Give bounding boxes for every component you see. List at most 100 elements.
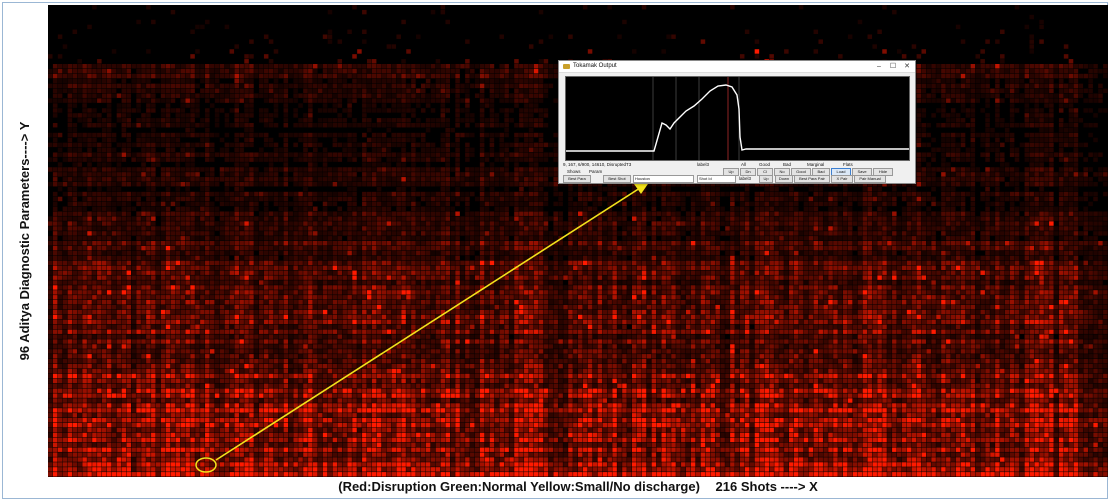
heatmap-cell xyxy=(185,64,190,69)
heatmap-cell xyxy=(303,142,308,148)
heatmap-cell xyxy=(224,132,230,138)
heatmap-cell xyxy=(396,201,401,207)
heatmap-cell xyxy=(293,108,298,113)
heatmap-cell xyxy=(690,196,696,202)
heatmap-cell xyxy=(322,103,328,108)
heatmap-cell xyxy=(249,152,254,157)
heatmap-cell xyxy=(1000,59,1005,64)
heatmap-cell xyxy=(317,98,323,103)
heatmap-cell xyxy=(151,64,156,69)
heatmap-cell xyxy=(165,113,171,118)
heatmap-cell xyxy=(533,147,539,153)
heatmap-cell xyxy=(205,132,210,138)
heatmap-cell xyxy=(185,177,190,182)
heatmap-cell xyxy=(244,172,249,177)
heatmap-cell xyxy=(563,182,568,187)
heatmap-cell xyxy=(504,142,509,148)
heatmap-cell xyxy=(906,201,912,207)
heatmap-cell xyxy=(941,152,946,157)
heatmap-cell xyxy=(101,68,107,74)
heatmap-cell xyxy=(97,206,102,212)
heatmap-cell xyxy=(165,172,171,177)
heatmap-cell xyxy=(965,167,971,172)
heatmap-cell xyxy=(352,5,357,10)
heatmap-cell xyxy=(425,191,431,197)
heatmap-cell xyxy=(263,68,269,74)
heatmap-cell xyxy=(342,73,347,79)
heatmap-cell xyxy=(420,167,426,172)
heatmap-cell xyxy=(504,93,509,98)
heatmap-cell xyxy=(239,118,244,123)
heatmap-cell xyxy=(87,177,92,182)
heatmap-cell xyxy=(455,152,460,157)
heatmap-cell xyxy=(185,83,190,89)
heatmap-cell xyxy=(298,103,303,108)
heatmap-cell xyxy=(249,157,254,162)
heatmap-cell xyxy=(254,177,259,182)
heatmap-cell xyxy=(190,98,195,103)
heatmap-cell xyxy=(106,108,112,113)
heatmap-cell xyxy=(313,73,318,79)
heatmap-cell xyxy=(229,157,235,162)
heatmap-cell xyxy=(789,186,794,192)
heatmap-cell xyxy=(479,132,485,138)
heatmap-cell xyxy=(362,177,367,182)
heatmap-cell xyxy=(514,172,519,177)
heatmap-cell xyxy=(1054,64,1059,69)
heatmap-cell xyxy=(960,123,966,128)
heatmap-cell xyxy=(946,88,951,94)
heatmap-cell xyxy=(298,177,303,182)
heatmap-cell xyxy=(396,98,401,103)
heatmap-cell xyxy=(165,167,171,172)
heatmap-cell xyxy=(838,54,843,59)
heatmap-cell xyxy=(214,78,220,84)
heatmap-cell xyxy=(1058,118,1064,123)
heatmap-cell xyxy=(1009,118,1015,123)
heatmap-cell xyxy=(116,152,122,157)
heatmap-cell xyxy=(1029,39,1034,44)
heatmap-cell xyxy=(995,64,1000,69)
heatmap-cell xyxy=(1078,118,1084,123)
heatmap-cell xyxy=(1029,137,1034,143)
heatmap-cell xyxy=(700,201,706,207)
heatmap-cell xyxy=(499,98,504,103)
heatmap-cell xyxy=(1103,68,1108,74)
heatmap-cell xyxy=(151,177,156,182)
heatmap-cell xyxy=(106,152,112,157)
heatmap-cell xyxy=(77,64,82,69)
heatmap-cell xyxy=(229,88,235,94)
heatmap-cell xyxy=(180,152,186,157)
heatmap-cell xyxy=(553,167,558,172)
heatmap-cell xyxy=(474,64,480,69)
heatmap-cell xyxy=(420,98,426,103)
heatmap-cell xyxy=(342,118,347,123)
heatmap-cell xyxy=(57,98,63,103)
heatmap-cell xyxy=(352,98,357,103)
heatmap-cell xyxy=(425,182,431,187)
heatmap-cell xyxy=(155,118,161,123)
heatmap-cell xyxy=(170,157,176,162)
heatmap-cell xyxy=(779,182,784,187)
heatmap-cell xyxy=(1044,78,1049,84)
heatmap-cell xyxy=(1078,64,1084,69)
heatmap-cell xyxy=(1029,196,1034,202)
heatmap-cell xyxy=(121,83,127,89)
heatmap-cell xyxy=(97,191,102,197)
heatmap-cell xyxy=(465,118,470,123)
heatmap-cell xyxy=(1029,191,1034,197)
heatmap-cell xyxy=(980,196,985,202)
heatmap-cell xyxy=(391,152,397,157)
heatmap-cell xyxy=(244,167,249,172)
heatmap-cell xyxy=(386,157,392,162)
heatmap-cell xyxy=(921,157,927,162)
heatmap-cell xyxy=(195,167,200,172)
heatmap-cell xyxy=(200,186,205,192)
heatmap-cell xyxy=(965,78,971,84)
heatmap-cell xyxy=(514,73,519,79)
heatmap-cell xyxy=(553,157,558,162)
heatmap-cell xyxy=(366,137,372,143)
heatmap-cell xyxy=(514,182,519,187)
heatmap-cell xyxy=(1000,73,1005,79)
heatmap-cell xyxy=(420,137,426,143)
heatmap-cell xyxy=(308,73,313,79)
